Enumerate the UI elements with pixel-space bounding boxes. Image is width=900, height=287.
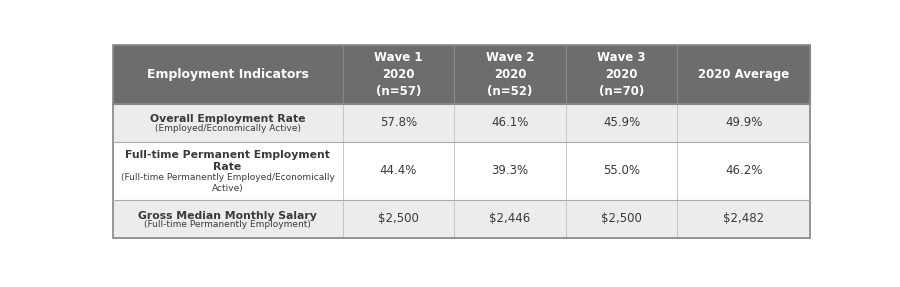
Bar [112, 45, 810, 238]
Bar [454, 46, 566, 104]
Bar [112, 200, 343, 238]
Bar [343, 200, 454, 238]
Text: Gross Median Monthly Salary: Gross Median Monthly Salary [139, 211, 317, 221]
Text: 55.0%: 55.0% [603, 164, 640, 177]
Text: Overall Employment Rate: Overall Employment Rate [149, 115, 305, 125]
Text: Full-time Permanent Employment
Rate: Full-time Permanent Employment Rate [125, 150, 330, 172]
Text: (Full-time Permanently Employment): (Full-time Permanently Employment) [144, 220, 311, 229]
Text: 45.9%: 45.9% [603, 116, 640, 129]
Bar [566, 46, 678, 104]
Text: $2,482: $2,482 [724, 212, 764, 226]
Bar [678, 141, 810, 200]
Bar [112, 104, 343, 141]
Text: 46.1%: 46.1% [491, 116, 529, 129]
Bar [678, 200, 810, 238]
Text: 39.3%: 39.3% [491, 164, 528, 177]
Text: 2020 Average: 2020 Average [698, 68, 789, 81]
Text: Wave 2
2020
(n=52): Wave 2 2020 (n=52) [486, 51, 535, 98]
Bar [454, 104, 566, 141]
Text: 44.4%: 44.4% [380, 164, 418, 177]
Text: Wave 1
2020
(n=57): Wave 1 2020 (n=57) [374, 51, 423, 98]
Bar [454, 141, 566, 200]
Text: 49.9%: 49.9% [725, 116, 762, 129]
Bar [566, 200, 678, 238]
Bar [678, 104, 810, 141]
Bar [678, 46, 810, 104]
Text: 57.8%: 57.8% [380, 116, 417, 129]
Text: $2,500: $2,500 [601, 212, 642, 226]
Bar [343, 141, 454, 200]
Bar [454, 200, 566, 238]
Text: (Full-time Permanently Employed/Economically
Active): (Full-time Permanently Employed/Economic… [121, 173, 335, 193]
Bar [112, 46, 343, 104]
Text: Wave 3
2020
(n=70): Wave 3 2020 (n=70) [598, 51, 646, 98]
Text: (Employed/Economically Active): (Employed/Economically Active) [155, 124, 301, 133]
Text: $2,446: $2,446 [490, 212, 531, 226]
Text: Employment Indicators: Employment Indicators [147, 68, 309, 81]
Bar [566, 141, 678, 200]
Bar [343, 46, 454, 104]
Bar [566, 104, 678, 141]
Text: $2,500: $2,500 [378, 212, 419, 226]
Text: 46.2%: 46.2% [725, 164, 762, 177]
Bar [343, 104, 454, 141]
Bar [112, 141, 343, 200]
